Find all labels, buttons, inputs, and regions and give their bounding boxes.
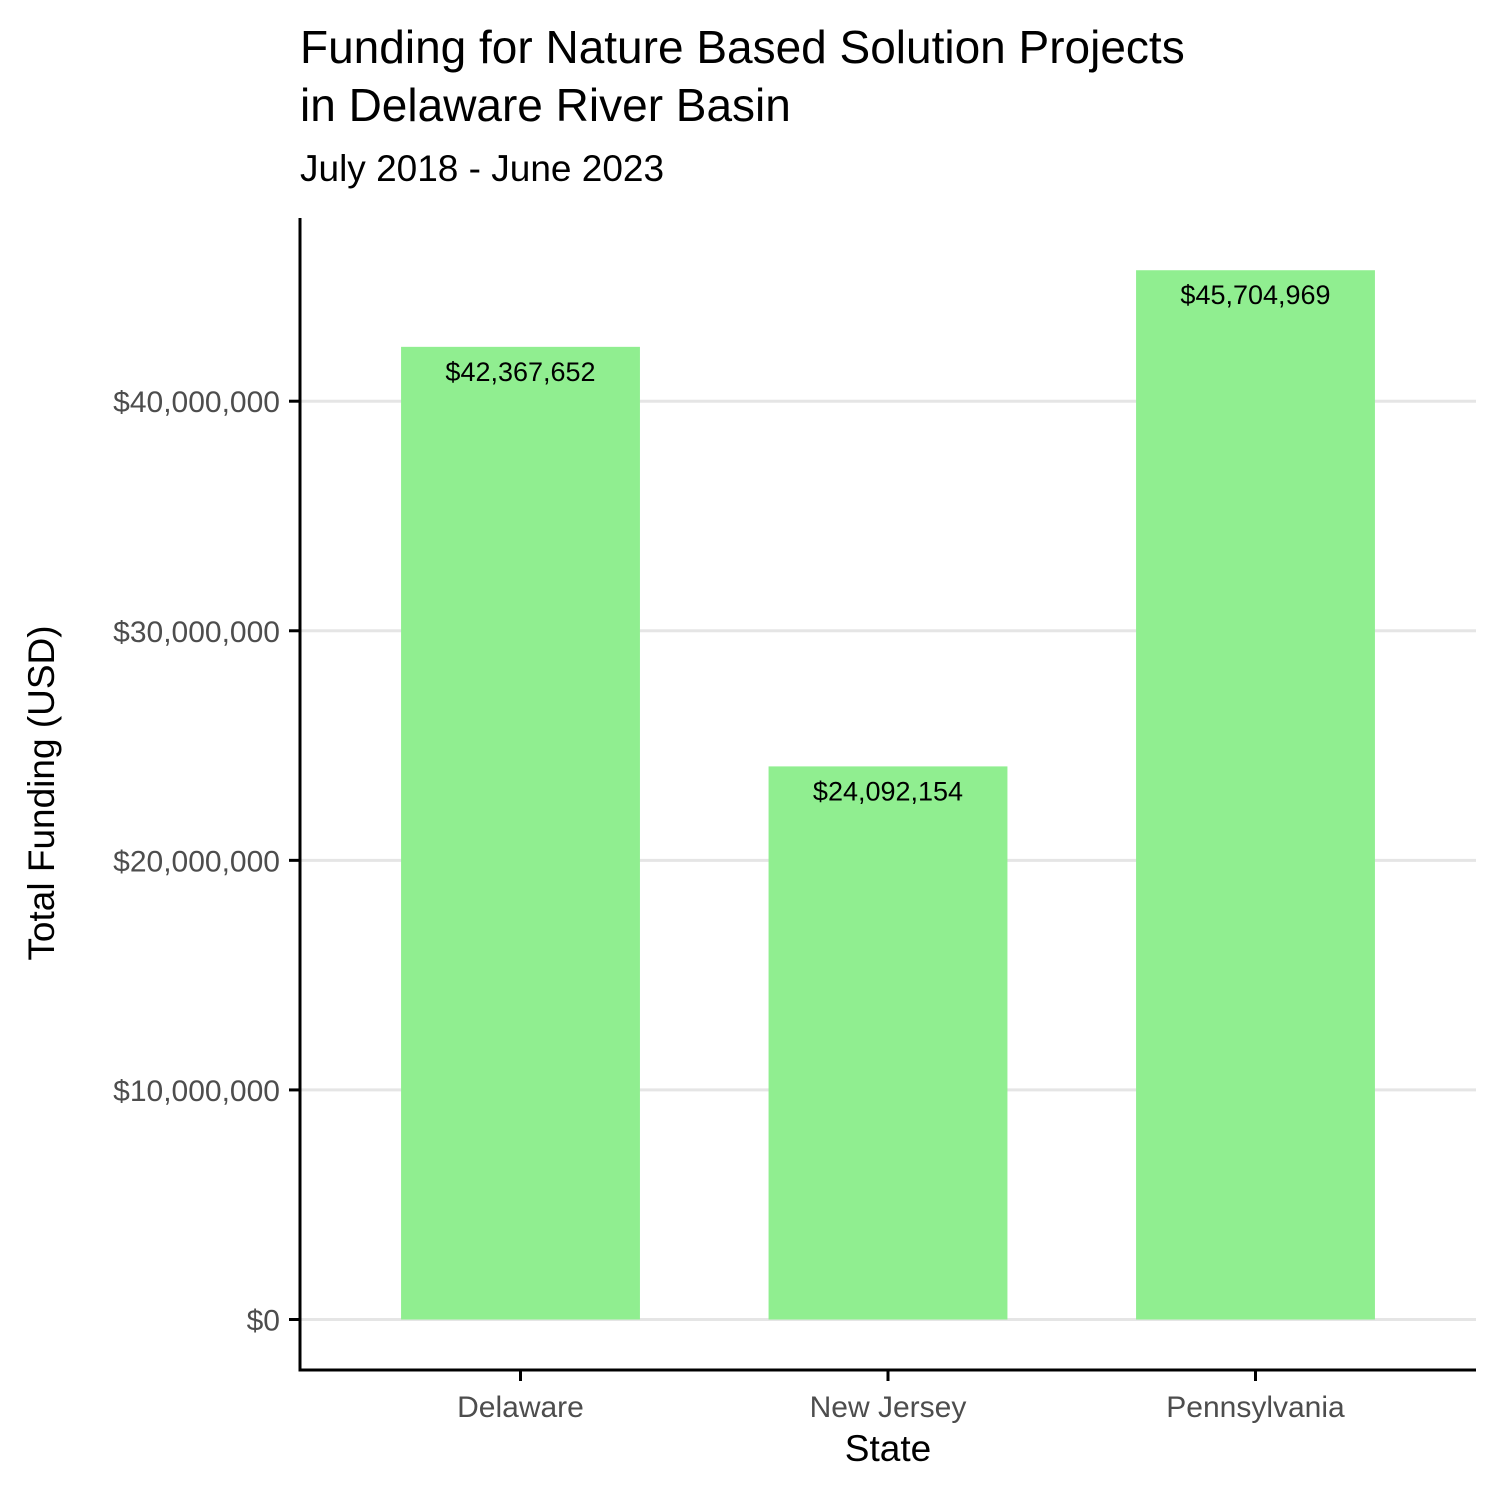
y-tick-label-2: $20,000,000 bbox=[113, 845, 280, 878]
y-tick-label-3: $30,000,000 bbox=[113, 616, 280, 649]
bar-1 bbox=[768, 766, 1008, 1320]
y-tick-label-4: $40,000,000 bbox=[113, 386, 280, 419]
x-tick-label-1: New Jersey bbox=[810, 1391, 967, 1424]
chart-title: Funding for Nature Based Solution Projec… bbox=[300, 21, 1185, 131]
bar-2 bbox=[1136, 270, 1375, 1320]
bar-0 bbox=[401, 346, 640, 1320]
x-axis-label: State bbox=[844, 1428, 932, 1469]
x-tick-label-0: Delaware bbox=[457, 1391, 584, 1424]
data-label-0: $42,367,652 bbox=[445, 357, 595, 387]
y-tick-label-1: $10,000,000 bbox=[113, 1075, 280, 1108]
x-tick-label-2: Pennsylvania bbox=[1166, 1391, 1345, 1424]
data-label-1: $24,092,154 bbox=[813, 776, 963, 806]
chart-subtitle: July 2018 - June 2023 bbox=[300, 148, 665, 189]
data-label-2: $45,704,969 bbox=[1180, 280, 1330, 310]
y-tick-label-0: $0 bbox=[247, 1304, 280, 1337]
